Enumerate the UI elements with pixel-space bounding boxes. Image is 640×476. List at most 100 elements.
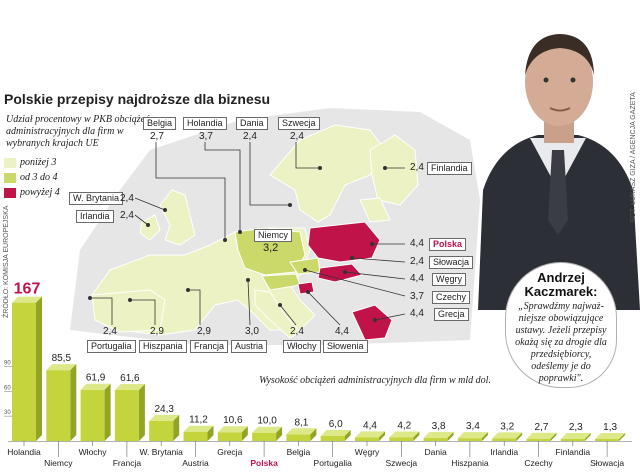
map-value-wlochy: 2,4 xyxy=(290,326,304,337)
map-box-polska: Polska xyxy=(429,238,467,251)
category-label: Francja xyxy=(113,458,142,468)
legend-label: od 3 do 4 xyxy=(20,172,58,183)
map-value-grecja: 4,4 xyxy=(410,308,424,319)
bar-top xyxy=(114,383,145,390)
bar xyxy=(389,437,414,441)
bar-top xyxy=(423,431,454,438)
bar-top xyxy=(252,426,283,433)
bar-value-label: 24,3 xyxy=(154,404,174,415)
legend-swatch xyxy=(4,157,16,168)
y-tick-label: 30 xyxy=(4,410,11,416)
bar-side xyxy=(584,433,591,441)
bar-top xyxy=(492,432,523,439)
map-value-polska: 4,4 xyxy=(410,238,424,249)
map-ireland xyxy=(139,214,161,241)
bar xyxy=(183,431,208,441)
bar-value-label: 85,5 xyxy=(52,353,72,364)
bar xyxy=(252,432,277,441)
map-box-holandia: Holandia xyxy=(183,117,227,130)
map-value-wegry: 4,4 xyxy=(410,273,424,284)
map-box-dania: Dania xyxy=(236,117,268,130)
bar-side xyxy=(104,383,111,441)
bar-top xyxy=(355,431,385,438)
bar xyxy=(217,432,242,441)
map-value-austria: 3,0 xyxy=(245,326,259,337)
category-label: Włochy xyxy=(79,447,108,457)
bar xyxy=(46,370,71,441)
category-label: Hiszpania xyxy=(451,458,489,468)
bar-side xyxy=(276,426,283,441)
map-box-austria: Austria xyxy=(231,340,268,353)
map-value-szwecja: 2,4 xyxy=(290,131,304,142)
bar-top xyxy=(217,426,248,433)
bar-side xyxy=(138,383,145,441)
bar xyxy=(286,434,311,441)
map-iberia xyxy=(91,289,166,333)
bar-value-label: 6,0 xyxy=(329,419,343,430)
map-greece xyxy=(351,304,393,341)
category-label: Austria xyxy=(182,458,209,468)
legend-item-high: powyżej 4 xyxy=(4,187,60,198)
bar-value-label: 61,9 xyxy=(86,373,106,384)
map-box-slowenia: Słowenia xyxy=(323,340,368,353)
category-label: Irlandia xyxy=(490,447,518,457)
category-label: Grecja xyxy=(217,447,242,457)
bar xyxy=(355,437,379,441)
map-box-wegry: Węgry xyxy=(432,273,467,286)
map-finland xyxy=(369,134,419,206)
bar-side xyxy=(413,431,420,441)
map-value-francja: 2,9 xyxy=(197,326,211,337)
quote-text: „Sprawdźmy najważ-niejsze obowiązujące u… xyxy=(515,301,607,384)
legend-swatch xyxy=(4,187,16,198)
category-label: W. Brytania xyxy=(139,447,183,457)
legend-swatch xyxy=(4,172,16,183)
bar xyxy=(595,439,620,441)
map-value-belgia: 2,7 xyxy=(150,131,164,142)
map-dots xyxy=(88,166,387,322)
category-label: Węgry xyxy=(355,447,380,457)
bar-value-label: 2,7 xyxy=(535,422,549,433)
map-box-finlandia: Finlandia xyxy=(427,162,472,175)
bar-side xyxy=(550,432,557,441)
chart-caption: Wysokość obciążeń administracyjnych dla … xyxy=(259,375,491,386)
bar-top xyxy=(149,414,180,421)
bar xyxy=(149,420,174,441)
bar xyxy=(12,302,36,441)
map-box-wlochy: Włochy xyxy=(283,340,321,353)
y-tick-label: 60 xyxy=(4,385,11,391)
bar-value-label: 1,3 xyxy=(603,422,617,433)
legend-label: powyżej 4 xyxy=(20,187,60,198)
bar-value-label: 10,6 xyxy=(223,415,243,426)
bar-value-label: 10,0 xyxy=(257,416,277,427)
quote-bubble: Andrzej Kaczmarek: „Sprawdźmy najważ-nie… xyxy=(505,262,617,388)
map-value-dania: 2,4 xyxy=(243,131,257,142)
bar-value-label: 167 xyxy=(14,281,41,298)
bar-side xyxy=(241,426,248,441)
bar xyxy=(492,438,517,441)
portrait-photo xyxy=(478,34,640,310)
map-box-czechy: Czechy xyxy=(432,291,471,304)
bar-top xyxy=(526,432,557,439)
category-label: Szwecja xyxy=(385,458,417,468)
bar-value-label: 2,3 xyxy=(569,422,583,433)
map-poland xyxy=(307,221,381,263)
bar xyxy=(560,439,585,441)
category-label: Holandia xyxy=(7,447,41,457)
map-box-slowacja: Słowacja xyxy=(429,256,474,269)
map-box-szwecja: Szwecja xyxy=(278,117,320,130)
bar-value-label: 3,4 xyxy=(466,421,480,432)
map-box-belgia: Belgia xyxy=(143,117,177,130)
map-box-francja: Francja xyxy=(190,340,229,353)
map-hungary xyxy=(317,263,363,283)
bar-top xyxy=(286,428,317,435)
quote-author: Andrzej Kaczmarek: xyxy=(524,270,598,299)
map-box-grecja: Grecja xyxy=(434,308,469,321)
bar-side xyxy=(379,431,385,441)
bar-side xyxy=(310,428,317,441)
bar-top xyxy=(457,432,488,439)
bar-top xyxy=(389,431,420,438)
map-value-slowacja: 2,4 xyxy=(410,256,424,267)
bar-side xyxy=(70,364,77,441)
